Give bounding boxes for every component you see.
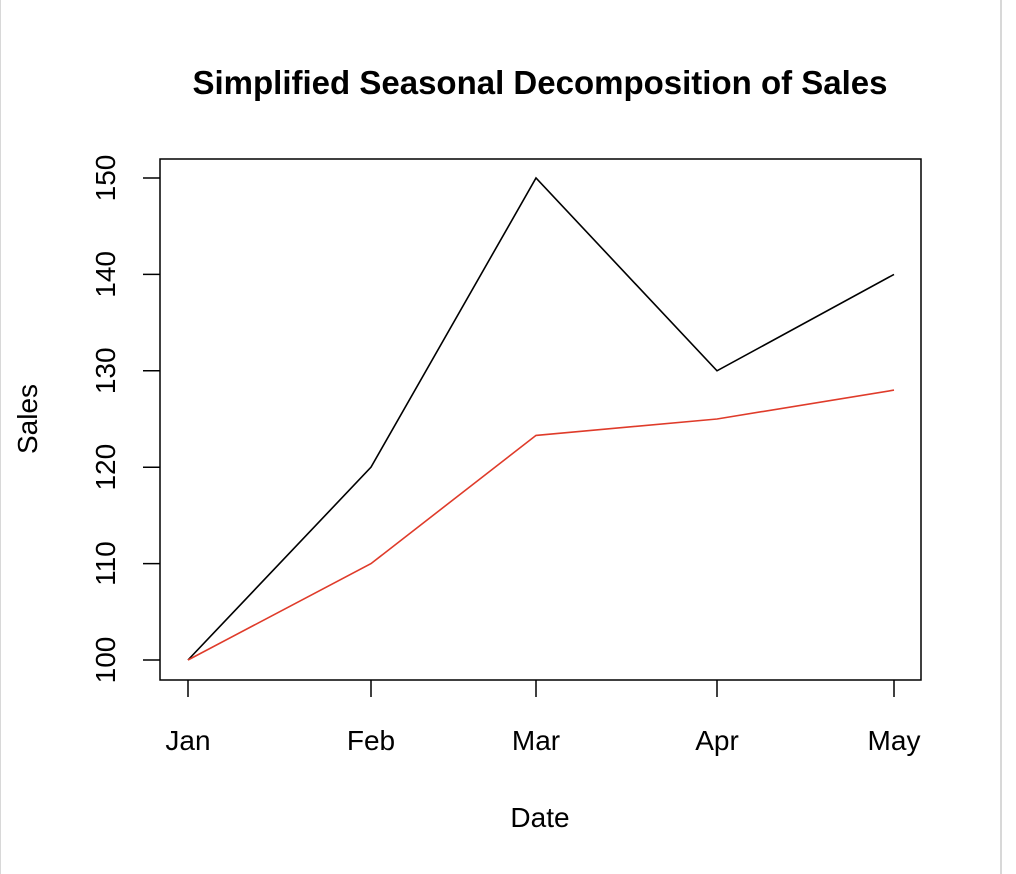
series-line-trend [187, 389, 895, 661]
series-layer [187, 176, 895, 661]
y-axis-label: Sales [12, 384, 43, 454]
y-tick-label: 100 [90, 637, 121, 684]
chart-title: Simplified Seasonal Decomposition of Sal… [193, 64, 888, 101]
y-tick-label: 140 [90, 251, 121, 298]
y-tick-label: 150 [90, 155, 121, 202]
plot-area-box [159, 158, 922, 681]
x-axis: Jan Feb Mar Apr May [165, 680, 920, 756]
y-tick-label: 120 [90, 444, 121, 491]
x-tick-label: Apr [695, 725, 739, 756]
x-axis-label: Date [510, 802, 569, 833]
y-tick-label: 130 [90, 347, 121, 394]
series-line-observed [187, 176, 895, 661]
x-tick-label: Mar [512, 725, 560, 756]
x-tick-label: Feb [347, 725, 395, 756]
y-tick-label: 110 [90, 541, 121, 586]
y-axis: 100 110 120 130 140 150 [90, 155, 160, 684]
x-tick-label: Jan [165, 725, 210, 756]
x-tick-label: May [868, 725, 921, 756]
